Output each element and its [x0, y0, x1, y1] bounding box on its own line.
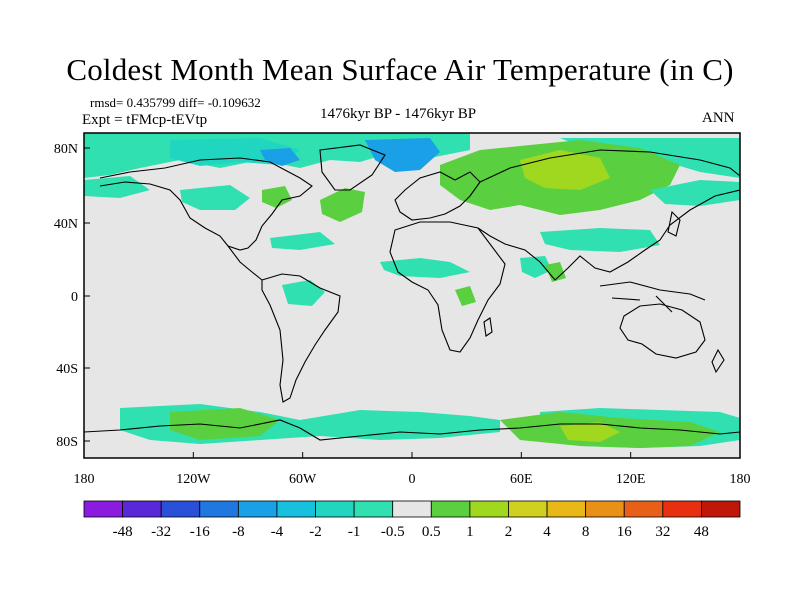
anomaly-fields [84, 133, 740, 448]
stats-text: rmsd= 0.435799 diff= -0.109632 [90, 95, 261, 110]
period-label: 1476kyr BP - 1476kyr BP [320, 106, 477, 122]
atlantic-cool-patch [270, 232, 335, 250]
season-label: ANN [702, 110, 735, 126]
colorbar-label: 4 [543, 524, 551, 540]
colorbar-swatch [662, 500, 702, 518]
us-cool-region [180, 185, 250, 210]
experiment-label: Expt = tFMcp-tEVtp [82, 112, 208, 128]
colorbar-label: -8 [232, 524, 245, 540]
colorbar-swatch [585, 500, 625, 518]
south-america-coast [261, 273, 341, 403]
colorbar-label: -48 [113, 524, 133, 540]
y-tick-label: 0 [71, 290, 78, 305]
colorbar-swatch [315, 500, 355, 518]
colorbar-label: -0.5 [381, 524, 405, 540]
colorbar-swatch [160, 500, 201, 518]
y-tick-label: 80S [56, 435, 78, 450]
x-axis: 180 120W 60W 0 60E 120E 180 [74, 452, 751, 487]
colorbar-label: 1 [466, 524, 474, 540]
india-warm-patch [545, 262, 566, 282]
colorbar-label: -4 [271, 524, 284, 540]
figure-title: Coldest Month Mean Surface Air Temperatu… [66, 52, 734, 87]
sahara-cool-region [380, 258, 470, 278]
colorbar-label: -2 [309, 524, 322, 540]
colorbar-swatch [469, 500, 509, 518]
colorbar-label: 0.5 [422, 524, 441, 540]
colorbar-label: 8 [582, 524, 590, 540]
greenland-warm-patch [320, 188, 365, 222]
india-cool-patch [520, 256, 552, 278]
colorbar-swatch [701, 500, 741, 518]
south-america-cool-patch [282, 280, 325, 306]
australia-coast [619, 303, 706, 359]
x-tick-label: 60W [289, 472, 317, 487]
coastlines [84, 144, 740, 441]
colorbar-label: -32 [151, 524, 171, 540]
japan-coast [667, 210, 681, 237]
arctic-deep-cool-region [365, 138, 440, 172]
europe-coast [394, 171, 481, 221]
antarctica-coast [84, 419, 740, 441]
x-tick-label: 120E [616, 472, 646, 487]
y-tick-label: 80N [54, 142, 78, 157]
x-tick-label: 180 [74, 472, 95, 487]
y-axis: 80N 40N 0 40S 80S [54, 142, 90, 450]
africa-warm-patch [455, 286, 476, 306]
colorbar-swatch [392, 500, 432, 518]
colorbar-swatch [353, 500, 394, 518]
colorbar-label: -16 [190, 524, 210, 540]
colorbar-swatch [546, 500, 587, 518]
new-zealand-coast [711, 348, 725, 374]
central-america-coast [227, 245, 263, 281]
colorbar-swatch [623, 500, 664, 518]
colorbar-label: 48 [694, 524, 709, 540]
colorbar-swatch [430, 500, 471, 518]
asia-coast [477, 149, 740, 281]
y-tick-label: 40S [56, 362, 78, 377]
china-cool-region [540, 228, 660, 252]
colorbar-swatch [83, 500, 123, 518]
north-america-coast [99, 157, 313, 251]
colorbar-swatch [122, 500, 162, 518]
north-america-warm-patch [262, 186, 292, 208]
colorbar-label: 32 [655, 524, 670, 540]
southeast-asia-islands [599, 281, 706, 313]
madagascar-coast [483, 317, 493, 337]
north-pacific-cool-region [84, 176, 150, 198]
colorbar: -48 -32 -16 -8 -4 -2 -1 -0.5 0.5 1 2 4 8 16 32 48 [83, 500, 741, 540]
x-tick-label: 60E [510, 472, 533, 487]
colorbar-swatch [508, 500, 548, 518]
greenland-coast [319, 144, 386, 191]
japan-cool-patch [650, 180, 740, 206]
colorbar-label: 16 [617, 524, 633, 540]
colorbar-label: -1 [348, 524, 361, 540]
x-tick-label: 120W [176, 472, 211, 487]
antarctica-west-warm-region [170, 408, 280, 440]
colorbar-label: 2 [505, 524, 513, 540]
colorbar-swatch [237, 500, 278, 518]
x-tick-label: 180 [730, 472, 751, 487]
antarctica-warm-core [560, 422, 620, 442]
y-tick-label: 40N [54, 217, 78, 232]
colorbar-swatch [199, 500, 239, 518]
colorbar-swatch [276, 500, 316, 518]
x-tick-label: 0 [409, 472, 416, 487]
